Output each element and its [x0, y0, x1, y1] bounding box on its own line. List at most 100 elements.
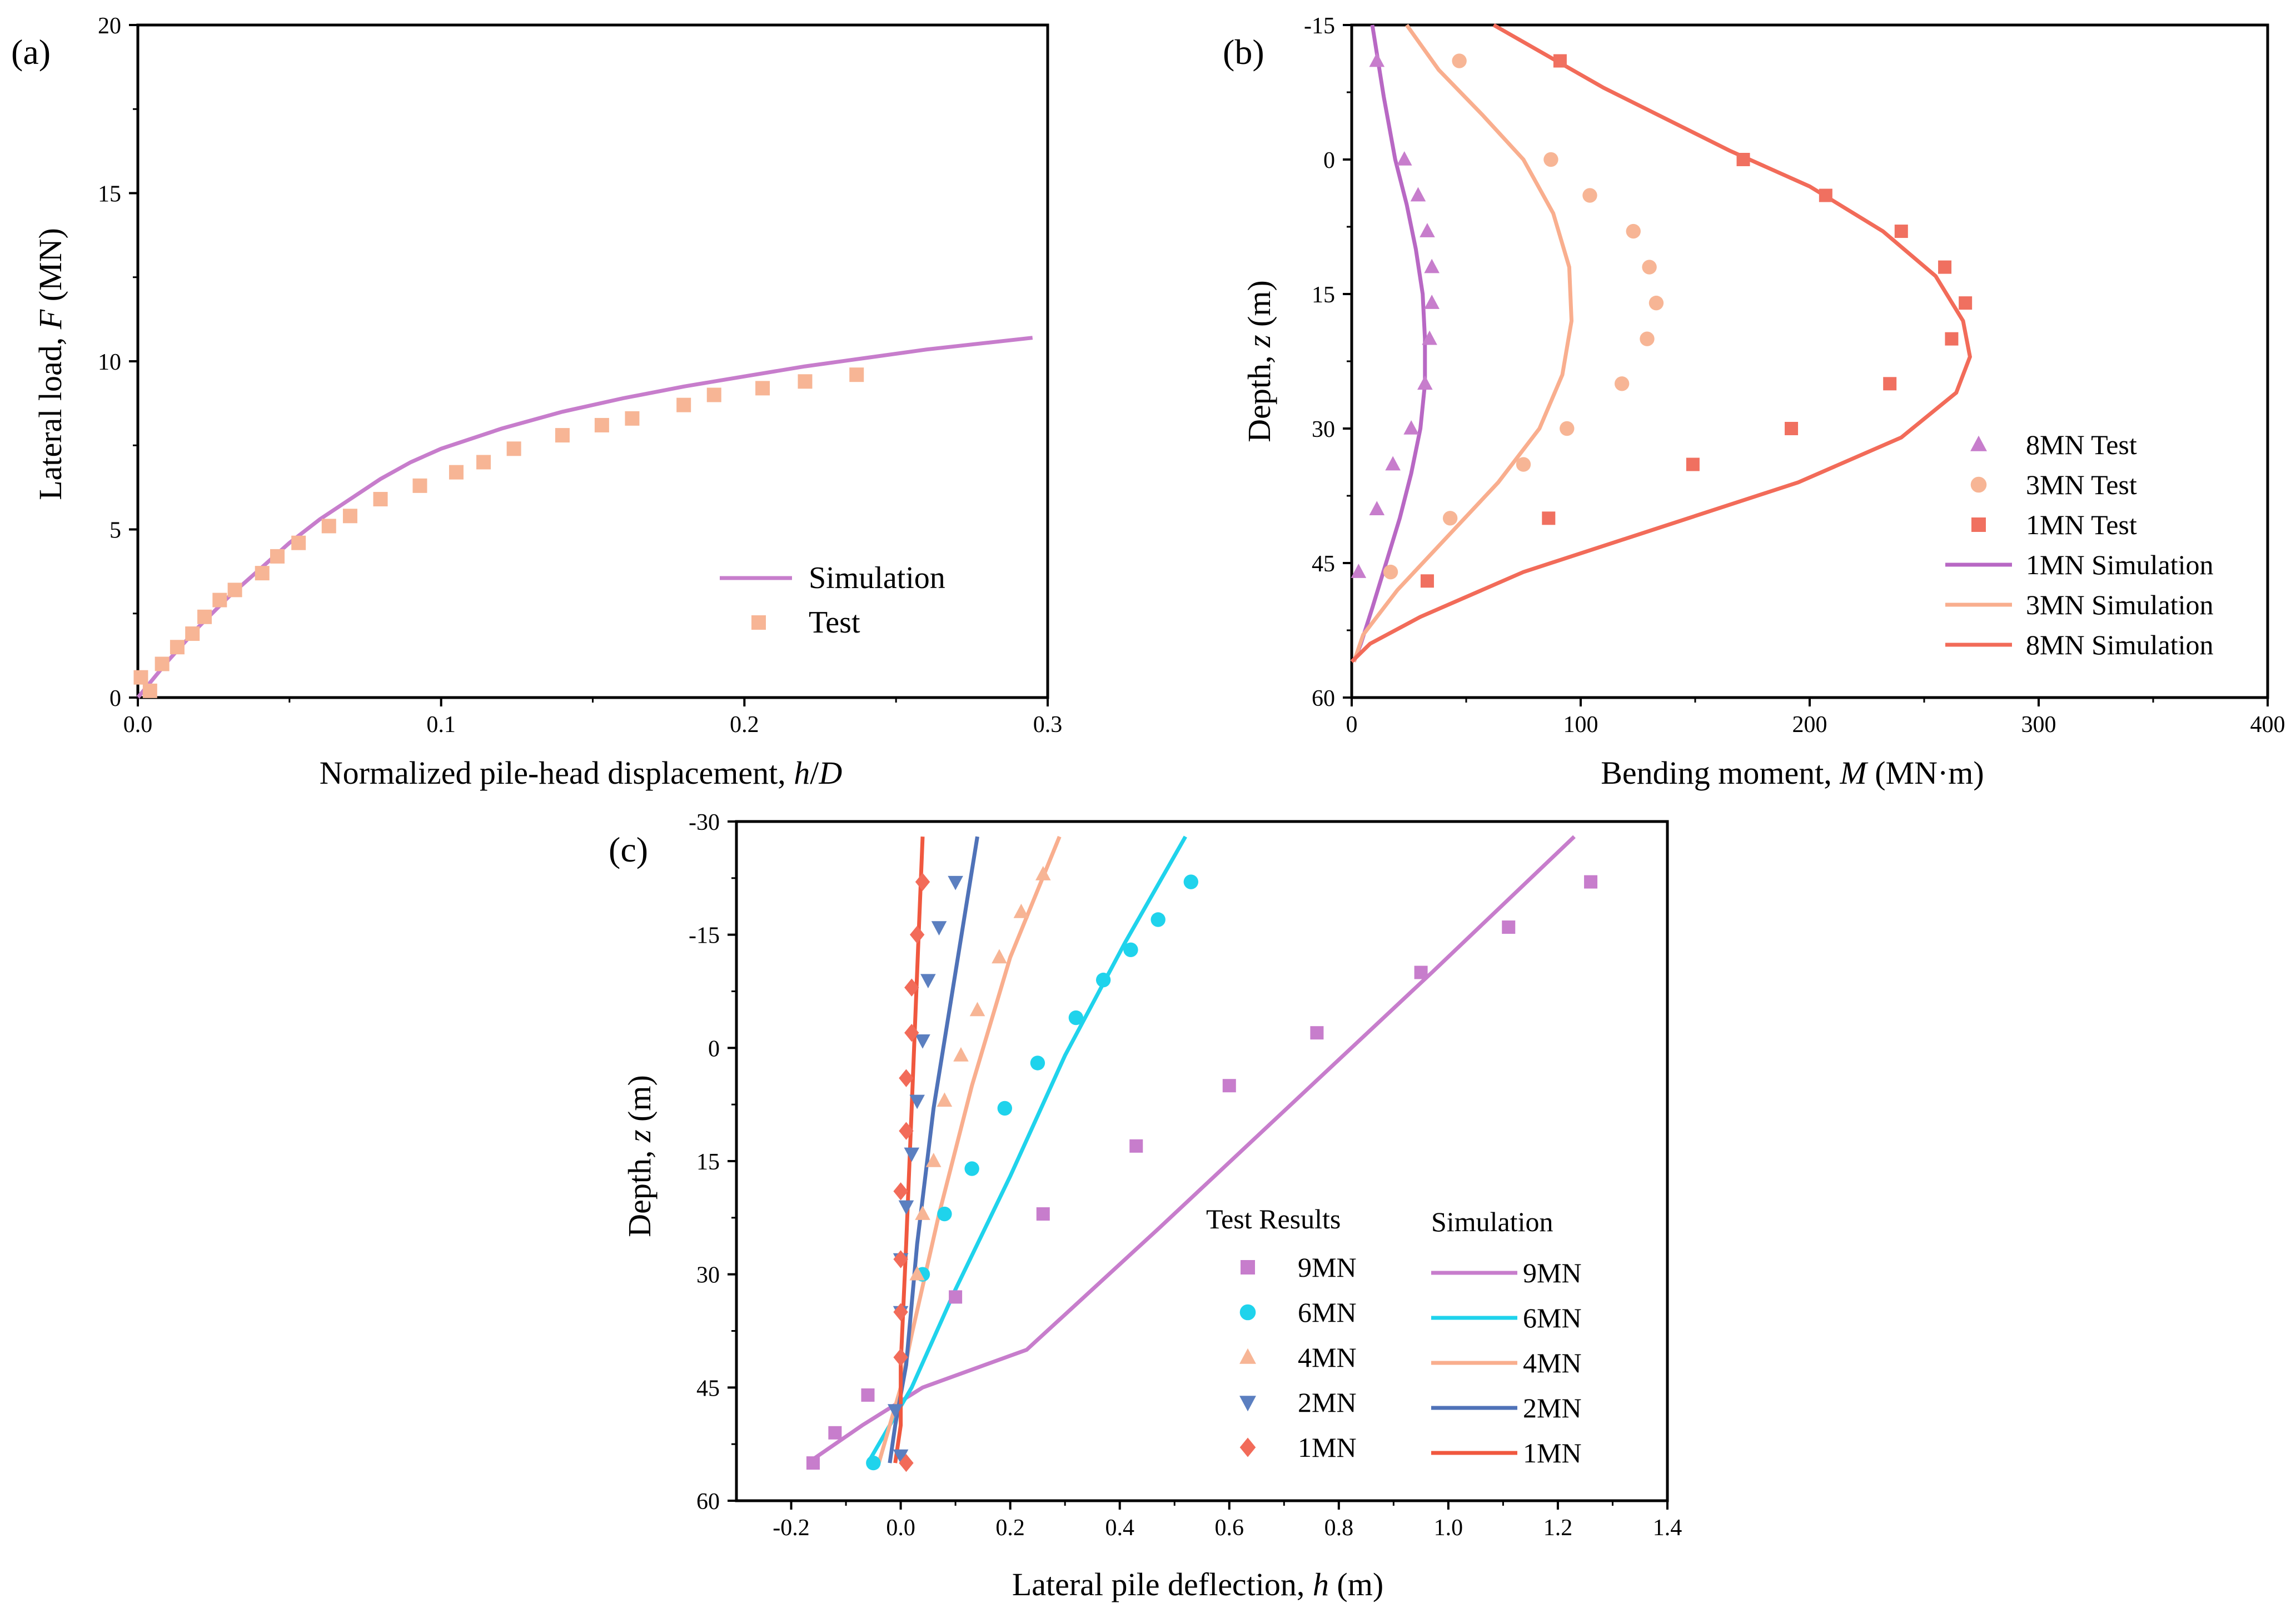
c-point-9mn [806, 1456, 820, 1470]
b-point-3mn-test [1383, 564, 1398, 580]
a-point-test [676, 397, 691, 412]
b-ytick-label: 60 [1312, 686, 1335, 711]
a-xtick-label: 0.2 [730, 712, 759, 738]
panel-c-legend: Test Results Simulation 9MN 6MN 4MN 2MN 1MN 9MN… [1206, 1203, 1582, 1468]
c-point-1mn [893, 1348, 908, 1367]
panel-b: (b) 0 100 200 300 400 -15 0 15 30 45 60 Bending mo… [1223, 13, 2285, 791]
b-line-3mn-simulation [1352, 23, 1574, 663]
a-point-test [270, 549, 285, 564]
c-legend-test-label-9mn: 9MN [1298, 1252, 1357, 1283]
b-point-8mn-test [1396, 151, 1412, 166]
a-xtick-label: 0.1 [426, 712, 456, 738]
c-point-6mn [964, 1161, 979, 1176]
c-point-6mn [1183, 874, 1198, 889]
c-legend-test-swatch-2mn [1239, 1396, 1256, 1412]
c-point-6mn [1123, 942, 1138, 958]
c-legend-test-label-4mn: 4MN [1298, 1342, 1357, 1373]
a-point-test [342, 509, 357, 524]
b-point-3mn-test [1516, 457, 1531, 472]
panel-a-xlabel: Normalized pile-head displacement, h/D [320, 755, 843, 791]
c-ytick-label: -15 [689, 923, 720, 949]
b-point-3mn-test [1452, 53, 1467, 68]
c-legend-test-label-2mn: 2MN [1298, 1387, 1357, 1418]
c-point-4mn [937, 1092, 953, 1107]
panel-b-ylabel: Depth, z (m) [1241, 280, 1277, 442]
a-ytick-label: 0 [109, 686, 121, 711]
c-point-4mn [915, 1206, 930, 1220]
b-ytick-label: -15 [1304, 13, 1335, 39]
panel-a-legend: Simulation Test [720, 561, 945, 640]
c-point-6mn [937, 1206, 952, 1222]
panel-a-ylabel: Lateral load, F (MN) [32, 228, 68, 500]
b-point-8mn-test [1422, 330, 1437, 345]
c-point-9mn [949, 1290, 963, 1304]
a-legend-swatch-test [751, 615, 766, 630]
c-legend-test-swatch-1mn [1239, 1437, 1256, 1457]
b-xtick-label: 400 [2250, 712, 2285, 738]
a-point-test [476, 455, 491, 470]
b-line-8mn-simulation [1350, 23, 1973, 664]
c-point-9mn [861, 1388, 875, 1402]
c-legend-test-swatch-9mn [1241, 1260, 1255, 1275]
c-point-1mn [909, 925, 925, 944]
b-ytick-label: 45 [1312, 551, 1335, 577]
b-point-1mn-test [1686, 457, 1700, 471]
panel-a-plot [133, 23, 1049, 699]
c-point-9mn [1414, 965, 1428, 979]
c-point-1mn [904, 978, 919, 997]
c-ytick-label: 60 [696, 1489, 720, 1515]
c-legend-test-title: Test Results [1206, 1203, 1341, 1234]
b-legend-swatch-8mn-test [1970, 435, 1987, 451]
b-point-1mn-test [1945, 332, 1959, 346]
c-xtick-label: -0.2 [773, 1515, 810, 1541]
b-point-1mn-test [1819, 188, 1832, 202]
c-legend-test-swatch-6mn [1239, 1304, 1256, 1321]
a-ytick-label: 10 [98, 350, 121, 375]
b-point-3mn-test [1543, 152, 1558, 167]
b-point-3mn-test [1640, 331, 1655, 346]
a-point-test [594, 417, 609, 432]
a-point-test [227, 583, 242, 598]
a-ytick-label: 20 [98, 13, 121, 39]
b-legend-label-8mn-test: 8MN Test [2026, 429, 2137, 460]
c-point-9mn [828, 1426, 842, 1440]
c-ytick-label: 0 [708, 1036, 720, 1062]
c-ytick-label: -30 [689, 810, 720, 835]
a-point-test [706, 387, 721, 402]
panel-c-label: (c) [609, 830, 648, 869]
c-ytick-label: 30 [696, 1263, 720, 1288]
b-point-1mn-test [1894, 225, 1908, 238]
c-point-4mn [1013, 903, 1029, 918]
panel-b-xlabel: Bending moment, M (MN·m) [1601, 755, 1984, 791]
c-xtick-label: 0.4 [1105, 1515, 1134, 1541]
panel-c-ticks: -0.2 0.0 0.2 0.4 0.6 0.8 1.0 1.2 1.4 -30 -15 0 15 30 4… [689, 810, 1682, 1541]
b-legend-label-1mn-test: 1MN Test [2026, 509, 2137, 540]
c-point-1mn [899, 1069, 914, 1087]
panel-a-label: (a) [11, 32, 51, 72]
c-point-1mn [899, 1122, 914, 1140]
b-point-3mn-test [1582, 188, 1597, 203]
a-point-test [255, 566, 270, 581]
c-legend-sim-label-9mn: 9MN [1523, 1257, 1582, 1288]
c-point-4mn [953, 1047, 969, 1062]
c-point-1mn [899, 1453, 914, 1472]
a-point-test [133, 670, 148, 685]
a-legend-label-simulation: Simulation [809, 561, 945, 595]
b-point-8mn-test [1403, 420, 1419, 435]
c-legend-sim-label-4mn: 4MN [1523, 1347, 1582, 1378]
b-point-1mn-test [1553, 54, 1567, 68]
c-legend-sim-label-1mn: 1MN [1523, 1437, 1582, 1468]
c-point-6mn [1151, 912, 1166, 927]
b-point-1mn-test [1785, 422, 1799, 435]
c-legend-test-label-6mn: 6MN [1298, 1297, 1357, 1328]
c-point-4mn [969, 1002, 985, 1017]
c-point-9mn [1036, 1207, 1050, 1221]
c-legend-sim-title: Simulation [1431, 1206, 1553, 1237]
c-point-6mn [1068, 1010, 1084, 1025]
b-ytick-label: 30 [1312, 417, 1335, 442]
b-point-8mn-test [1424, 295, 1440, 309]
b-point-3mn-test [1560, 421, 1575, 436]
c-point-4mn [992, 949, 1007, 964]
a-ytick-label: 15 [98, 182, 121, 207]
c-point-4mn [925, 1153, 942, 1167]
